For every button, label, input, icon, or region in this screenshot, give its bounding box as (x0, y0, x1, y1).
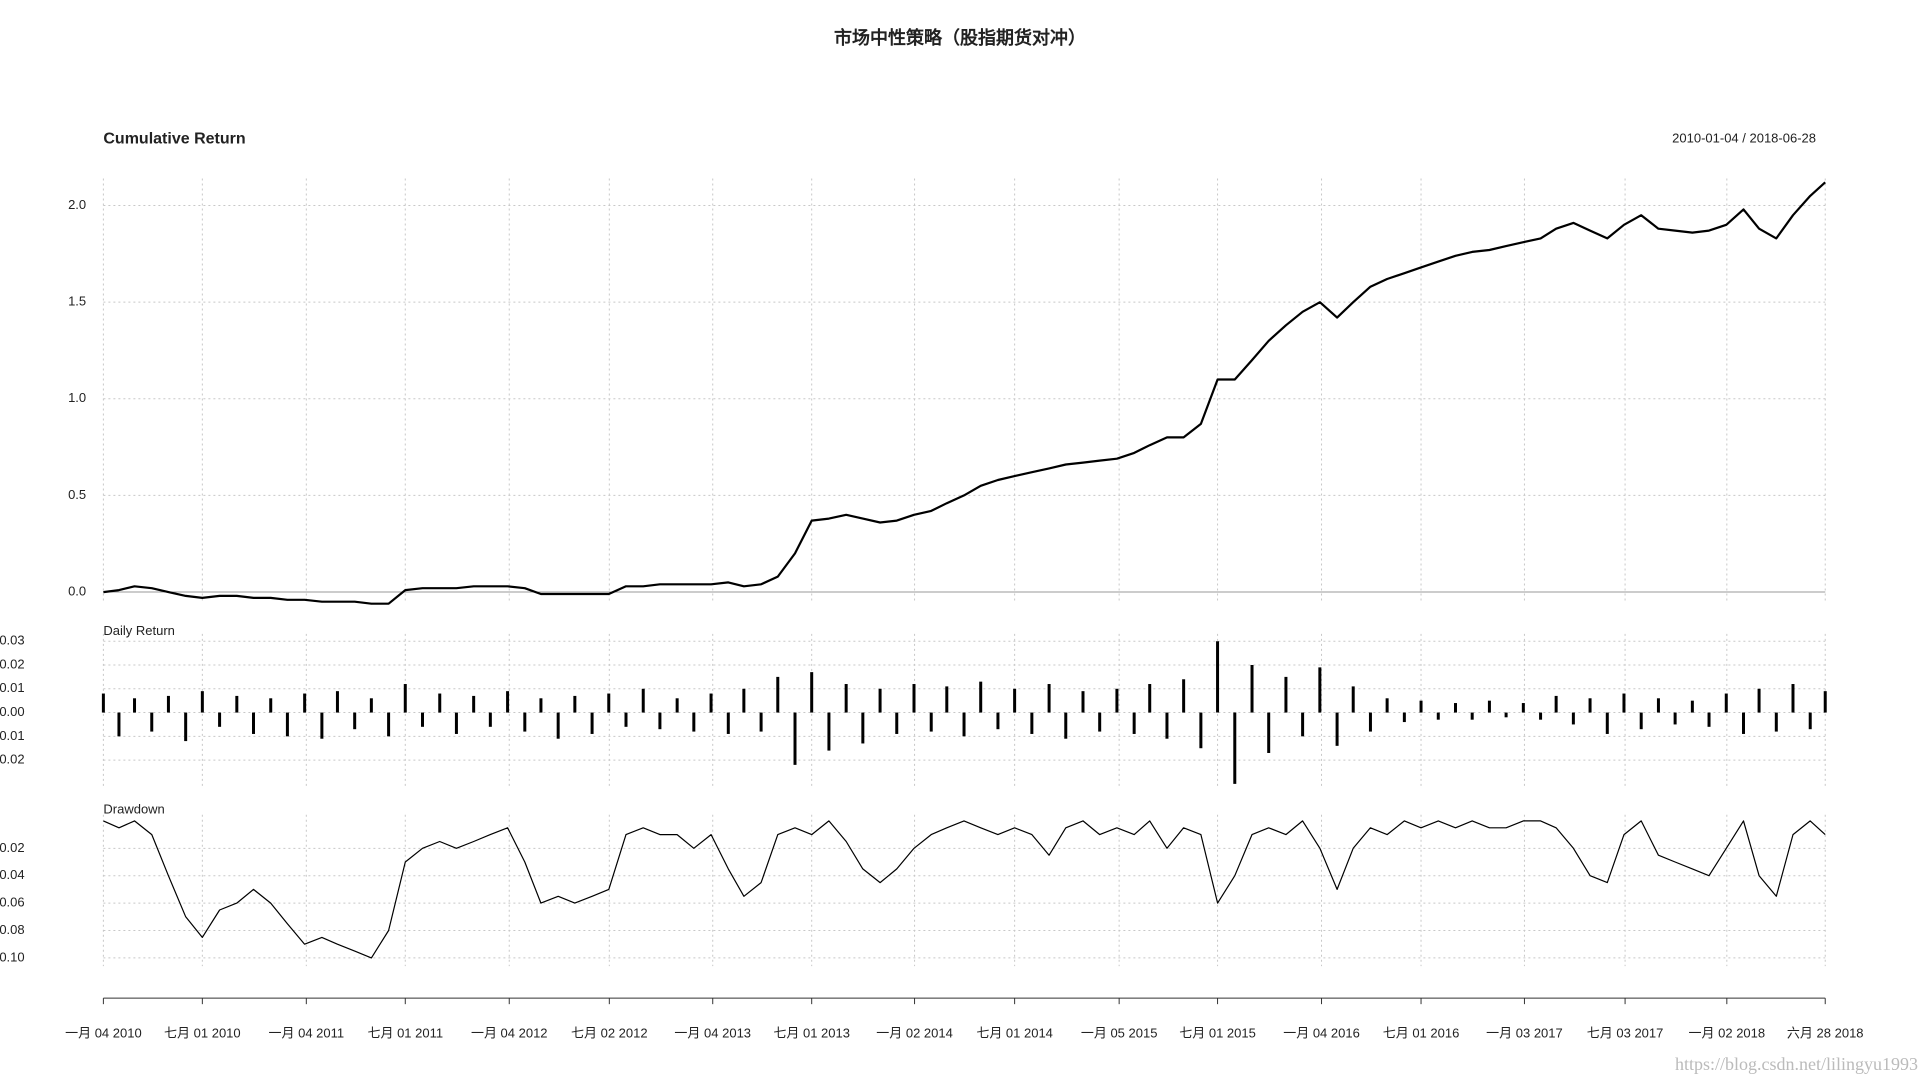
y-tick-label: 2.0 (68, 197, 86, 212)
watermark: https://blog.csdn.net/lilingyu1993 (1675, 1054, 1918, 1074)
y-tick-label: -0.10 (0, 949, 25, 964)
y-tick-label: -0.04 (0, 867, 25, 882)
x-tick-label: 七月 03 2017 (1587, 1025, 1664, 1040)
x-tick-label: 一月 05 2015 (1081, 1025, 1158, 1040)
series-line (103, 181, 1826, 605)
y-tick-label: 1.0 (68, 390, 86, 405)
x-tick-label: 七月 01 2011 (367, 1025, 443, 1040)
chart-title: 市场中性策略（股指期货对冲） (834, 27, 1086, 48)
y-tick-label: -0.01 (0, 728, 25, 743)
y-tick-label: -0.08 (0, 922, 25, 937)
x-tick-label: 七月 01 2015 (1179, 1025, 1256, 1040)
x-tick-label: 一月 02 2018 (1689, 1025, 1766, 1040)
y-tick-label: 0.0 (68, 583, 86, 598)
x-tick-label: 一月 04 2010 (65, 1025, 142, 1040)
series-line (103, 820, 1826, 959)
y-tick-label: 0.01 (0, 680, 25, 695)
y-tick-label: 0.03 (0, 633, 25, 648)
y-tick-label: 0.02 (0, 656, 25, 671)
y-tick-label: 1.5 (68, 294, 86, 309)
date-range: 2010-01-04 / 2018-06-28 (1672, 130, 1816, 145)
x-tick-label: 一月 04 2016 (1283, 1025, 1360, 1040)
x-tick-label: 七月 01 2013 (773, 1025, 850, 1040)
x-tick-label: 七月 02 2012 (571, 1025, 648, 1040)
x-tick-label: 六月 28 2018 (1787, 1025, 1864, 1040)
y-tick-label: -0.02 (0, 840, 25, 855)
y-tick-label: -0.02 (0, 752, 25, 767)
y-tick-label: 0.00 (0, 704, 25, 719)
x-tick-label: 七月 01 2010 (164, 1025, 241, 1040)
panel-title: Cumulative Return (103, 130, 245, 147)
x-tick-label: 七月 01 2014 (976, 1025, 1053, 1040)
x-tick-label: 一月 04 2013 (674, 1025, 751, 1040)
y-tick-label: 0.5 (68, 487, 86, 502)
panel-title: Daily Return (103, 623, 175, 638)
x-tick-label: 一月 04 2011 (268, 1025, 344, 1040)
y-tick-label: -0.06 (0, 895, 25, 910)
x-tick-label: 七月 01 2016 (1383, 1025, 1460, 1040)
x-tick-label: 一月 03 2017 (1486, 1025, 1563, 1040)
panel-title: Drawdown (103, 801, 164, 816)
x-tick-label: 一月 04 2012 (471, 1025, 548, 1040)
x-tick-label: 一月 02 2014 (876, 1025, 953, 1040)
